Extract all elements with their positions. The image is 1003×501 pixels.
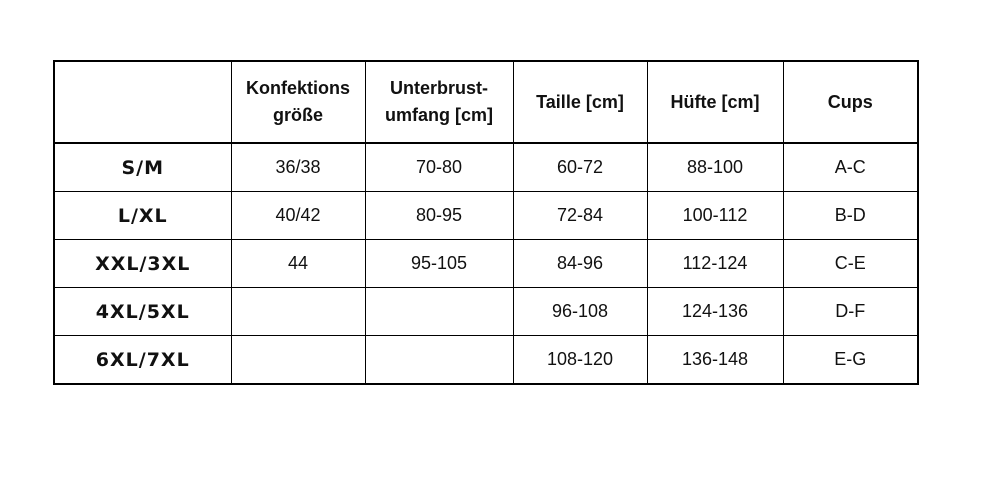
table-row: S/M 36/38 70-80 60-72 88-100 A-C bbox=[53, 142, 919, 192]
table-row: XXL/3XL 44 95-105 84-96 112-124 C-E bbox=[53, 239, 919, 288]
table-row: 4XL/5XL 96-108 124-136 D-F bbox=[53, 287, 919, 336]
header-text: Konfektions bbox=[245, 78, 350, 98]
cell-konfektionsgroesse: 36/38 bbox=[230, 142, 366, 192]
cell-taille: 96-108 bbox=[512, 287, 648, 336]
cell-unterbrustumfang bbox=[364, 287, 514, 336]
cell-unterbrustumfang: 70-80 bbox=[364, 142, 514, 192]
header-corner bbox=[53, 60, 232, 144]
cell-taille: 108-120 bbox=[512, 335, 648, 385]
header-text: Cups bbox=[827, 91, 873, 112]
cell-cups: D-F bbox=[782, 287, 919, 336]
header-huefte: Hüfte [cm] bbox=[646, 60, 784, 144]
header-unterbrustumfang: Unterbrust-umfang [cm] bbox=[364, 60, 514, 144]
table-row: 6XL/7XL 108-120 136-148 E-G bbox=[53, 335, 919, 385]
header-text: Unterbrust- bbox=[390, 78, 488, 98]
header-text: Taille [cm] bbox=[536, 91, 624, 112]
header-text: umfang [cm] bbox=[385, 105, 493, 125]
cell-unterbrustumfang: 80-95 bbox=[364, 191, 514, 240]
size-chart-table: Konfektions größe Unterbrust-umfang [cm] Ta… bbox=[53, 60, 919, 385]
cell-huefte: 124-136 bbox=[646, 287, 784, 336]
cell-konfektionsgroesse: 40/42 bbox=[230, 191, 366, 240]
cell-huefte: 112-124 bbox=[646, 239, 784, 288]
cell-huefte: 88-100 bbox=[646, 142, 784, 192]
cell-cups: A-C bbox=[782, 142, 919, 192]
cell-konfektionsgroesse: 44 bbox=[230, 239, 366, 288]
cell-unterbrustumfang: 95-105 bbox=[364, 239, 514, 288]
size-label: 4XL/5XL bbox=[53, 287, 232, 336]
header-taille: Taille [cm] bbox=[512, 60, 648, 144]
cell-taille: 72-84 bbox=[512, 191, 648, 240]
header-text: größe bbox=[272, 105, 323, 125]
cell-taille: 84-96 bbox=[512, 239, 648, 288]
header-konfektionsgroesse: Konfektions größe bbox=[230, 60, 366, 144]
cell-cups: E-G bbox=[782, 335, 919, 385]
cell-huefte: 136-148 bbox=[646, 335, 784, 385]
size-label: 6XL/7XL bbox=[53, 335, 232, 385]
size-label: L/XL bbox=[53, 191, 232, 240]
cell-konfektionsgroesse bbox=[230, 287, 366, 336]
cell-taille: 60-72 bbox=[512, 142, 648, 192]
cell-huefte: 100-112 bbox=[646, 191, 784, 240]
size-label: S/M bbox=[53, 142, 232, 192]
header-row: Konfektions größe Unterbrust-umfang [cm] Ta… bbox=[53, 60, 919, 144]
header-text: Hüfte [cm] bbox=[670, 91, 760, 112]
cell-unterbrustumfang bbox=[364, 335, 514, 385]
header-cups: Cups bbox=[782, 60, 919, 144]
cell-cups: C-E bbox=[782, 239, 919, 288]
cell-cups: B-D bbox=[782, 191, 919, 240]
table-row: L/XL 40/42 80-95 72-84 100-112 B-D bbox=[53, 191, 919, 240]
size-label: XXL/3XL bbox=[53, 239, 232, 288]
cell-konfektionsgroesse bbox=[230, 335, 366, 385]
